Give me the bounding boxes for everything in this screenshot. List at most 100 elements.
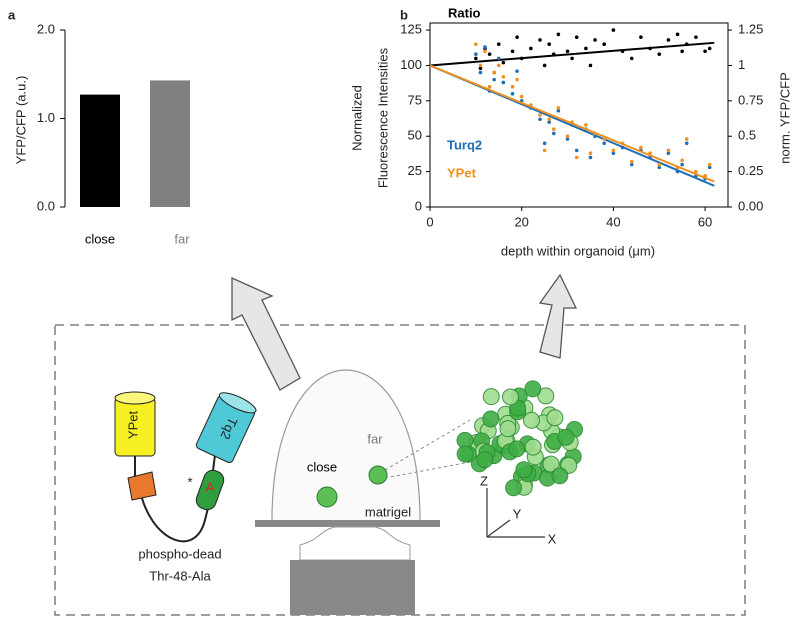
point [680, 158, 684, 163]
cell [515, 461, 533, 479]
point [574, 155, 579, 160]
point [478, 63, 483, 68]
point [547, 117, 551, 122]
point [556, 108, 561, 113]
y-tick-label: 25 [408, 163, 422, 178]
y2-tick-label: 1.25 [738, 22, 763, 37]
point [483, 49, 487, 54]
far-label: far [367, 431, 383, 446]
point [602, 137, 607, 141]
point [602, 42, 607, 47]
y-tick-label: 50 [408, 128, 422, 143]
x-tick-label: far [174, 231, 190, 246]
point [515, 77, 519, 82]
point [629, 162, 634, 167]
y-tick-label: 0 [415, 198, 422, 213]
arrow [538, 273, 578, 359]
point [551, 131, 556, 136]
point [707, 46, 712, 51]
x-tick-label: 60 [698, 214, 712, 229]
point [707, 165, 712, 170]
point [611, 148, 616, 153]
y2-tick-label: 1 [738, 57, 745, 72]
sensor [114, 391, 257, 543]
point [588, 151, 593, 156]
point [574, 35, 579, 39]
point [680, 49, 684, 54]
y2-tick-label: 0.25 [738, 163, 763, 178]
point [657, 52, 662, 56]
organoid [456, 380, 584, 497]
point [551, 127, 556, 131]
cell [524, 438, 542, 456]
point [556, 32, 561, 37]
cell [546, 409, 564, 427]
arrow [231, 276, 301, 391]
point [547, 42, 551, 47]
close-label: close [307, 459, 337, 474]
cell [456, 445, 474, 463]
y2-axis-label: norm. YFP/CFP [777, 72, 792, 164]
fit-line [429, 64, 715, 183]
axis-z: Z [480, 473, 488, 488]
point [657, 165, 662, 170]
cell [551, 467, 569, 485]
point [675, 32, 680, 37]
cell [505, 479, 523, 497]
cell [542, 455, 560, 473]
point [492, 70, 496, 75]
point [542, 148, 547, 153]
point [611, 151, 616, 156]
y2-tick-label: 0.00 [738, 198, 763, 213]
cell [508, 440, 526, 458]
point [542, 141, 547, 146]
y-axis-label: Fluorescence Intensities [375, 47, 390, 188]
point [501, 74, 506, 79]
star: * [187, 474, 192, 489]
point [487, 84, 492, 89]
axis-y: Y [513, 506, 522, 521]
y-tick-label: 100 [400, 57, 422, 72]
point [694, 169, 698, 174]
point [510, 49, 515, 54]
ypet-label: YPet [125, 411, 140, 440]
panel-label: a [8, 7, 16, 22]
legend-label: YPet [447, 165, 477, 180]
point [584, 46, 588, 51]
point [478, 70, 483, 75]
point [510, 84, 515, 89]
point [515, 35, 519, 39]
x-tick-label: 0 [426, 214, 433, 229]
cell [499, 420, 517, 438]
point [680, 162, 684, 167]
point [496, 63, 501, 68]
point [496, 42, 501, 47]
y2-tick-label: 0.75 [738, 92, 763, 107]
point [496, 56, 501, 61]
point [588, 155, 593, 160]
point [487, 52, 492, 56]
y-tick-label: 75 [408, 92, 422, 107]
point [666, 148, 671, 153]
caption: Thr-48-Ala [149, 568, 211, 583]
point [574, 148, 579, 153]
point [629, 56, 634, 61]
cell [557, 428, 575, 446]
point [570, 56, 574, 61]
y-tick-label: 1.0 [37, 110, 55, 125]
point [529, 46, 533, 51]
y-tick-label: 125 [400, 22, 422, 37]
point [515, 69, 519, 73]
point [707, 162, 712, 167]
point [565, 134, 570, 139]
point [565, 49, 570, 54]
plot-frame [429, 22, 729, 208]
point [474, 42, 478, 47]
cell [524, 380, 542, 398]
point [639, 145, 643, 150]
panel-label: b [400, 7, 408, 22]
cell [482, 410, 500, 428]
point [703, 49, 707, 54]
point [501, 60, 506, 65]
